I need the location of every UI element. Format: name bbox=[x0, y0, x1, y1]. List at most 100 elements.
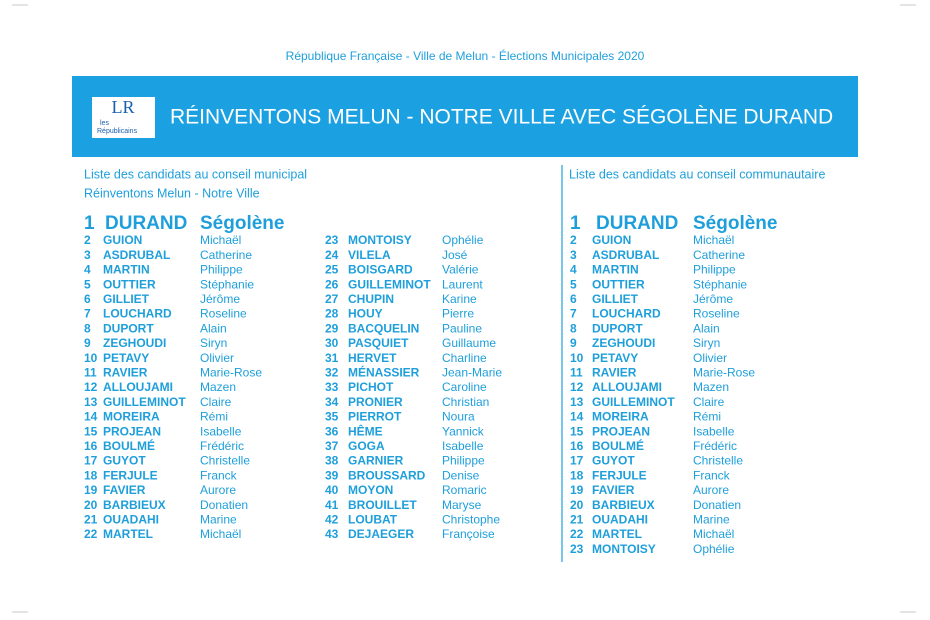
candidate-last-name: GUION bbox=[103, 233, 142, 247]
candidate-first-name: Romaric bbox=[442, 483, 487, 497]
candidate-last-name: LOUCHARD bbox=[103, 307, 172, 321]
candidate-first-name: Philippe bbox=[442, 454, 485, 468]
candidate-number: 16 bbox=[570, 439, 584, 453]
candidate-first-name: Olivier bbox=[693, 351, 727, 365]
candidate-last-name: BARBIEUX bbox=[103, 498, 166, 512]
candidate-last-name: GARNIER bbox=[348, 454, 404, 468]
candidate-number: 43 bbox=[325, 527, 339, 541]
candidate-first-name: Siryn bbox=[693, 336, 720, 350]
candidate-last-name: BACQUELIN bbox=[348, 321, 419, 335]
candidate-last-name: FERJULE bbox=[103, 468, 158, 482]
list-subheading: Réinventons Melun - Notre Ville bbox=[84, 186, 260, 200]
candidate-first-name: Christelle bbox=[200, 454, 250, 468]
candidate-number: 10 bbox=[570, 351, 584, 365]
candidate-number: 33 bbox=[325, 380, 339, 394]
candidate-last-name: MARTIN bbox=[592, 263, 639, 277]
candidate-last-name: GUYOT bbox=[103, 454, 146, 468]
candidate-number: 30 bbox=[325, 336, 339, 350]
candidate-first-name: Jean-Marie bbox=[442, 365, 502, 379]
candidate-number: 4 bbox=[84, 263, 91, 277]
candidate-number: 9 bbox=[84, 336, 91, 350]
candidate-last-name: ALLOUJAMI bbox=[592, 380, 662, 394]
candidate-last-name: PETAVY bbox=[592, 351, 638, 365]
candidate-first-name: Alain bbox=[693, 321, 720, 335]
candidate-first-name: Rémi bbox=[693, 410, 721, 424]
candidate-first-name: Roseline bbox=[693, 307, 740, 321]
candidate-first-name: Ophélie bbox=[693, 542, 735, 556]
logo-mark: LR bbox=[111, 97, 134, 117]
candidate-last-name: BROUILLET bbox=[348, 498, 417, 512]
candidate-first-name: Stéphanie bbox=[200, 277, 254, 291]
candidate-last-name: FAVIER bbox=[103, 483, 146, 497]
candidate-first-name: Philippe bbox=[200, 263, 243, 277]
candidate-last-name: RAVIER bbox=[592, 365, 637, 379]
candidate-last-name: PRONIER bbox=[348, 395, 403, 409]
candidate-first-name: Mazen bbox=[693, 380, 729, 394]
candidate-first-name: Ségolène bbox=[693, 213, 777, 234]
candidate-first-name: Franck bbox=[693, 468, 731, 482]
candidate-number: 35 bbox=[325, 410, 339, 424]
candidate-first-name: Yannick bbox=[442, 424, 485, 438]
candidate-number: 17 bbox=[570, 454, 584, 468]
candidate-first-name: Charline bbox=[442, 351, 487, 365]
candidate-first-name: Isabelle bbox=[693, 424, 735, 438]
candidate-first-name: Aurore bbox=[200, 483, 236, 497]
candidate-first-name: Laurent bbox=[442, 277, 483, 291]
candidate-first-name: Guillaume bbox=[442, 336, 496, 350]
candidate-first-name: Michaël bbox=[693, 527, 734, 541]
candidate-number: 37 bbox=[325, 439, 339, 453]
candidate-number: 2 bbox=[84, 233, 91, 247]
candidate-number: 20 bbox=[84, 498, 98, 512]
banner-title: RÉINVENTONS MELUN - NOTRE VILLE AVEC SÉG… bbox=[170, 106, 833, 129]
candidate-last-name: DUPORT bbox=[592, 321, 643, 335]
candidate-first-name: Alain bbox=[200, 321, 227, 335]
candidate-first-name: Siryn bbox=[200, 336, 227, 350]
candidate-first-name: Christophe bbox=[442, 512, 500, 526]
candidate-first-name: Ségolène bbox=[200, 213, 284, 234]
candidate-number: 7 bbox=[84, 307, 91, 321]
candidate-number: 36 bbox=[325, 424, 339, 438]
candidate-number: 6 bbox=[570, 292, 577, 306]
candidate-last-name: HÊME bbox=[348, 423, 383, 438]
candidate-last-name: GUYOT bbox=[592, 454, 635, 468]
candidate-last-name: GUION bbox=[592, 233, 631, 247]
candidate-number: 4 bbox=[570, 263, 577, 277]
candidate-number: 8 bbox=[84, 321, 91, 335]
logo-line: Républicains bbox=[97, 128, 138, 135]
candidate-number: 27 bbox=[325, 292, 339, 306]
candidate-number: 21 bbox=[84, 512, 98, 526]
candidate-first-name: Michaël bbox=[200, 527, 241, 541]
candidate-last-name: PROJEAN bbox=[592, 424, 650, 438]
candidate-number: 23 bbox=[325, 233, 339, 247]
candidate-number: 15 bbox=[84, 424, 98, 438]
candidate-number: 1 bbox=[84, 213, 95, 234]
candidate-last-name: LOUBAT bbox=[348, 512, 398, 526]
candidate-first-name: Frédéric bbox=[200, 439, 244, 453]
candidate-first-name: Michaël bbox=[693, 233, 734, 247]
candidate-number: 20 bbox=[570, 498, 584, 512]
candidate-first-name: Philippe bbox=[693, 263, 736, 277]
candidate-first-name: Isabelle bbox=[200, 424, 242, 438]
candidate-first-name: Michaël bbox=[200, 233, 241, 247]
candidate-last-name: MARTEL bbox=[592, 527, 642, 541]
candidate-number: 22 bbox=[570, 527, 584, 541]
candidate-number: 18 bbox=[84, 468, 98, 482]
candidate-last-name: OUADAHI bbox=[103, 512, 159, 526]
candidate-last-name: PASQUIET bbox=[348, 336, 409, 350]
banner bbox=[72, 76, 858, 157]
candidate-number: 11 bbox=[570, 365, 583, 379]
candidate-first-name: Catherine bbox=[693, 248, 745, 262]
candidate-number: 3 bbox=[84, 248, 91, 262]
candidate-first-name: Claire bbox=[200, 395, 232, 409]
candidate-last-name: GILLIET bbox=[592, 292, 639, 306]
caption: République Française - Ville de Melun - … bbox=[286, 48, 645, 63]
candidate-first-name: Françoise bbox=[442, 527, 495, 541]
candidate-last-name: MOYON bbox=[348, 483, 393, 497]
candidate-number: 26 bbox=[325, 277, 339, 291]
logo-box bbox=[92, 97, 155, 138]
candidate-last-name: MONTOISY bbox=[348, 233, 412, 247]
candidate-first-name: Jérôme bbox=[693, 292, 733, 306]
candidate-number: 34 bbox=[325, 395, 339, 409]
